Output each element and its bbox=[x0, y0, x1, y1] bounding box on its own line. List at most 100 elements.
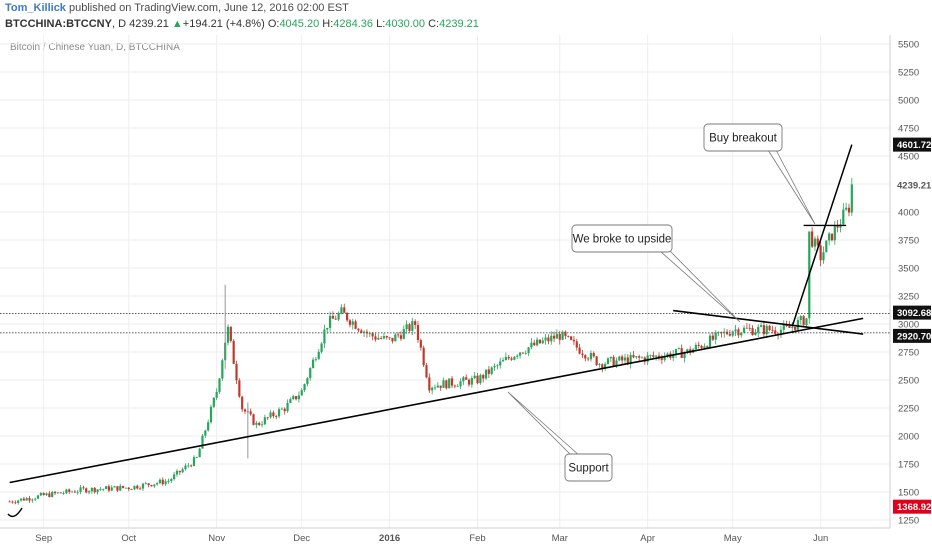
candle-body bbox=[621, 356, 624, 361]
candle-body bbox=[632, 355, 635, 358]
candle-body bbox=[501, 360, 505, 362]
trendlines[interactable] bbox=[7, 144, 864, 518]
candle-body bbox=[136, 485, 139, 489]
y-tick-label: 5250 bbox=[898, 68, 919, 79]
candle-body bbox=[150, 485, 153, 487]
x-tick-label: Mar bbox=[552, 533, 568, 544]
broke-upside-label: We broke to upside bbox=[573, 234, 672, 246]
candle-body bbox=[728, 334, 731, 336]
author-name[interactable]: Tom_Killick bbox=[5, 2, 66, 14]
tag-support-bg bbox=[893, 328, 931, 343]
y-tick-label: 2000 bbox=[898, 432, 919, 443]
candle-body bbox=[175, 470, 179, 475]
candle-body bbox=[448, 378, 451, 389]
candle-body bbox=[847, 207, 851, 213]
candle-body bbox=[260, 424, 264, 426]
candle-body bbox=[499, 361, 502, 366]
candle-body bbox=[104, 486, 108, 489]
candle-body bbox=[819, 245, 822, 261]
y-tick-label: 5500 bbox=[898, 40, 919, 51]
candle-body bbox=[59, 492, 62, 494]
candle-body bbox=[762, 325, 766, 335]
candle-body bbox=[320, 343, 323, 352]
candle-body bbox=[411, 321, 414, 331]
candle-body bbox=[504, 356, 507, 361]
candle-body bbox=[484, 369, 488, 379]
candle-body bbox=[482, 375, 485, 379]
candle-body bbox=[164, 481, 167, 485]
y-tick-label: 3250 bbox=[898, 292, 919, 303]
candle-body bbox=[757, 326, 760, 333]
candle-body bbox=[646, 355, 649, 362]
support-trendline bbox=[9, 317, 864, 484]
candle-body bbox=[538, 339, 542, 344]
annotations[interactable]: Buy breakout We broke to upside Support bbox=[507, 123, 816, 482]
candle-body bbox=[294, 396, 298, 400]
candle-body bbox=[62, 493, 65, 494]
candle-body bbox=[212, 397, 215, 407]
candle-body bbox=[82, 487, 85, 489]
candle-body bbox=[487, 369, 490, 374]
candle-body bbox=[328, 315, 332, 328]
candle-body bbox=[258, 422, 261, 425]
candle-body bbox=[391, 337, 394, 342]
candle-body bbox=[581, 353, 584, 356]
candle-body bbox=[686, 349, 689, 353]
tag-resistance: 3092.68 bbox=[897, 308, 931, 319]
candle-body bbox=[476, 375, 479, 384]
x-tick-label: Feb bbox=[469, 533, 485, 544]
candle-body bbox=[215, 391, 218, 398]
y-tick-label: 3750 bbox=[898, 236, 919, 247]
low-value: 4030.00 bbox=[385, 18, 426, 30]
candle-body bbox=[360, 330, 363, 333]
candle-body bbox=[153, 484, 156, 487]
candle-body bbox=[8, 501, 11, 503]
candle-body bbox=[158, 479, 162, 484]
candle-body bbox=[144, 483, 147, 485]
y-tick-label: 1250 bbox=[898, 516, 919, 527]
candle-body bbox=[496, 365, 499, 367]
candle-body bbox=[297, 395, 300, 400]
candle-body bbox=[694, 344, 697, 350]
candle-body bbox=[544, 337, 547, 341]
tag-low-bg bbox=[893, 499, 931, 514]
candle-body bbox=[572, 339, 576, 342]
candle-body bbox=[850, 184, 853, 213]
candle-body bbox=[53, 491, 57, 494]
candle-body bbox=[830, 233, 834, 241]
broke-upside-pointer bbox=[659, 250, 741, 323]
candle-body bbox=[626, 357, 629, 365]
x-tick-label: Oct bbox=[121, 533, 136, 544]
candle-body bbox=[805, 318, 808, 326]
candle-body bbox=[524, 353, 527, 354]
candle-body bbox=[592, 352, 595, 357]
candle-body bbox=[275, 416, 278, 417]
candle-body bbox=[36, 495, 40, 499]
candle-body bbox=[300, 390, 303, 396]
candle-body bbox=[794, 326, 797, 330]
candle-body bbox=[456, 386, 459, 388]
candle-body bbox=[399, 335, 403, 339]
candle-body bbox=[638, 356, 641, 358]
candle-body bbox=[674, 348, 678, 355]
candle-body bbox=[842, 209, 845, 225]
candle-body bbox=[697, 344, 700, 346]
candle-body bbox=[326, 327, 329, 330]
candle-body bbox=[90, 487, 94, 492]
support-pointer bbox=[507, 391, 581, 457]
candle-body bbox=[124, 487, 128, 489]
candle-body bbox=[734, 329, 737, 332]
up-arrow-icon: ▲ bbox=[171, 18, 183, 30]
candle-body bbox=[292, 396, 295, 400]
y-tick-label: 2750 bbox=[898, 348, 919, 359]
candle-body bbox=[782, 324, 785, 330]
candle-body bbox=[357, 328, 360, 331]
candle-body bbox=[822, 252, 825, 261]
x-tick-label: Apr bbox=[640, 533, 655, 544]
candle-body bbox=[796, 320, 800, 330]
candle-body bbox=[229, 326, 232, 341]
candle-body bbox=[79, 487, 82, 492]
candle-body bbox=[811, 231, 814, 247]
candle-body bbox=[218, 378, 221, 392]
